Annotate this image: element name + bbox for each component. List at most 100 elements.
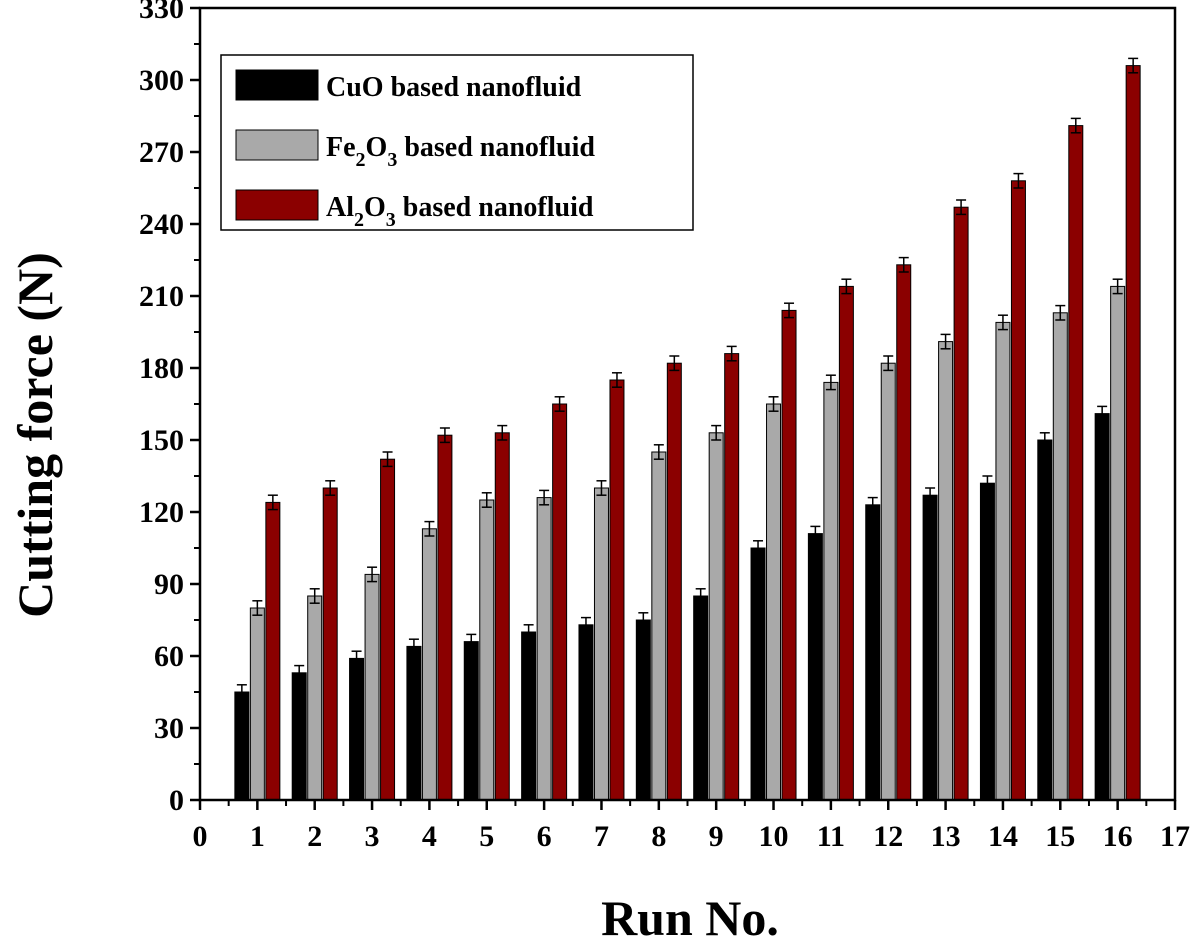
- error-bar-s2-run16: [1112, 278, 1123, 295]
- bar-s3-run15: [1068, 125, 1084, 801]
- y-tick-label-240: 240: [139, 208, 184, 241]
- error-bar-s2-run8: [653, 444, 664, 460]
- bar-s3-run6: [552, 403, 568, 801]
- y-tick-label-300: 300: [139, 64, 184, 97]
- error-bar-s3-run2: [325, 480, 336, 496]
- error-bar-s3-run5: [497, 424, 508, 441]
- y-tick-label-0: 0: [169, 784, 184, 817]
- bar-s1-run5: [463, 641, 479, 801]
- error-bar-s3-run6: [554, 396, 565, 412]
- error-bar-s2-run6: [539, 489, 550, 506]
- x-tick-label-3: 3: [365, 820, 380, 853]
- error-bar-s1-run16: [1097, 405, 1108, 422]
- x-tick-label-17: 17: [1160, 820, 1190, 853]
- bar-s3-run12: [896, 264, 912, 801]
- bar-s2-run6: [536, 497, 552, 801]
- bar-s3-run9: [724, 353, 740, 801]
- x-tick-label-11: 11: [817, 820, 845, 853]
- legend-label-s3: Al2O3 based nanofluid: [326, 192, 594, 231]
- bar-s3-run10: [781, 309, 797, 801]
- legend-swatch-s2: [235, 129, 319, 161]
- bar-s1-run6: [521, 631, 537, 801]
- x-axis-label: Run No.: [601, 890, 779, 946]
- bar-s1-run4: [406, 645, 422, 801]
- bar-s3-run3: [380, 458, 396, 801]
- bar-s3-run1: [265, 501, 281, 801]
- x-tick-label-16: 16: [1103, 820, 1133, 853]
- error-bar-s3-run13: [956, 199, 967, 216]
- y-tick-label-270: 270: [139, 136, 184, 169]
- bar-s2-run15: [1052, 312, 1068, 801]
- error-bar-s1-run10: [753, 540, 764, 556]
- error-bar-s2-run2: [309, 588, 320, 604]
- bar-s1-run8: [635, 619, 651, 801]
- error-bar-s1-run5: [466, 633, 477, 650]
- error-bar-s1-run2: [294, 664, 305, 681]
- x-tick-label-1: 1: [250, 820, 265, 853]
- y-tick-label-150: 150: [139, 424, 184, 457]
- error-bar-s1-run11: [810, 525, 821, 542]
- legend-label-s2: Fe2O3 based nanofluid: [326, 132, 595, 171]
- legend: CuO based nanofluid Fe2O3 based nanofluid…: [220, 54, 694, 231]
- error-bar-s2-run9: [711, 424, 722, 441]
- error-bar-s2-run11: [825, 374, 836, 391]
- error-bar-s1-run15: [1039, 432, 1050, 448]
- bar-s1-run13: [922, 494, 938, 801]
- error-bar-s2-run1: [252, 600, 263, 616]
- x-tick-label-14: 14: [988, 820, 1018, 853]
- bar-s2-run14: [995, 321, 1011, 801]
- error-bar-s2-run7: [596, 480, 607, 496]
- y-tick-label-60: 60: [154, 640, 184, 673]
- error-bar-s2-run14: [997, 314, 1008, 331]
- error-bar-s3-run11: [841, 278, 852, 295]
- error-bar-s3-run12: [898, 256, 909, 273]
- error-bar-s2-run13: [940, 333, 951, 350]
- x-tick-label-15: 15: [1045, 820, 1075, 853]
- error-bar-s3-run10: [784, 302, 795, 319]
- bar-s1-run3: [349, 657, 365, 801]
- error-bar-s2-run12: [883, 355, 894, 372]
- bar-s1-run9: [693, 595, 709, 801]
- y-tick-label-30: 30: [154, 712, 184, 745]
- bar-s1-run16: [1094, 413, 1110, 801]
- error-bar-s3-run8: [669, 355, 680, 372]
- bar-s2-run5: [479, 499, 495, 801]
- error-bar-s3-run14: [1013, 172, 1024, 189]
- error-bar-s1-run9: [695, 588, 706, 604]
- bar-s1-run7: [578, 624, 594, 801]
- x-tick-label-8: 8: [651, 820, 666, 853]
- bar-s1-run14: [979, 482, 995, 801]
- error-bar-s2-run5: [481, 492, 492, 508]
- error-bar-s1-run12: [867, 496, 878, 513]
- bar-s2-run2: [307, 595, 323, 801]
- y-tick-label-90: 90: [154, 568, 184, 601]
- bar-s1-run15: [1037, 439, 1053, 801]
- error-bar-s1-run6: [523, 624, 534, 640]
- error-bar-s3-run7: [611, 372, 622, 388]
- y-tick-label-330: 330: [139, 0, 184, 25]
- error-bar-s3-run3: [382, 451, 393, 468]
- legend-swatch-s3: [235, 189, 319, 221]
- x-tick-label-5: 5: [479, 820, 494, 853]
- bar-s1-run12: [865, 504, 881, 801]
- x-tick-label-2: 2: [307, 820, 322, 853]
- bar-s2-run10: [766, 403, 782, 801]
- error-bar-s1-run13: [925, 487, 936, 504]
- bar-s3-run16: [1125, 65, 1141, 801]
- bar-s2-run13: [938, 341, 954, 801]
- x-tick-label-4: 4: [422, 820, 437, 853]
- bar-s1-run1: [234, 691, 250, 801]
- y-axis-label: Cutting force (N): [7, 252, 63, 618]
- error-bar-s1-run4: [408, 638, 419, 655]
- error-bar-s1-run3: [351, 650, 362, 667]
- bar-s3-run5: [494, 432, 510, 801]
- bar-s2-run3: [364, 573, 380, 801]
- bar-s1-run11: [807, 533, 823, 801]
- x-tick-label-0: 0: [193, 820, 208, 853]
- x-tick-label-13: 13: [931, 820, 961, 853]
- bar-s2-run4: [421, 528, 437, 801]
- bar-s2-run9: [708, 432, 724, 801]
- bar-s3-run13: [953, 206, 969, 801]
- y-tick-label-210: 210: [139, 280, 184, 313]
- error-bar-s1-run7: [580, 616, 591, 633]
